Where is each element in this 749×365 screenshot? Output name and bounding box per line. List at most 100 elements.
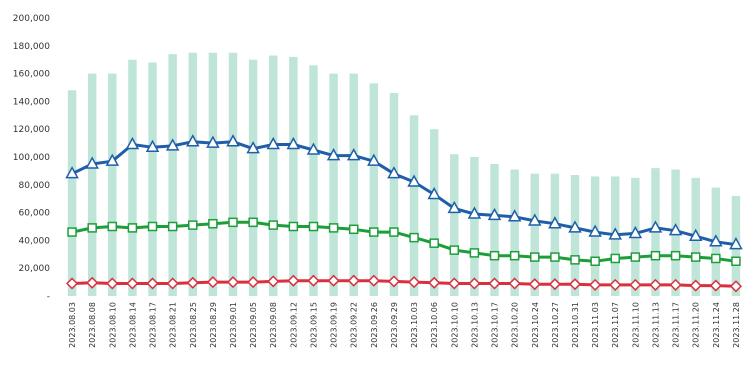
data-point bbox=[166, 277, 179, 290]
y-tick-label: 100,000 bbox=[13, 153, 50, 163]
data-point bbox=[527, 213, 542, 226]
bar bbox=[168, 54, 177, 296]
x-tick-label: 2023.11.07 bbox=[611, 302, 620, 348]
data-point bbox=[267, 275, 280, 288]
data-point bbox=[688, 228, 703, 241]
data-point bbox=[165, 138, 180, 151]
bar bbox=[329, 73, 338, 296]
bar bbox=[289, 56, 298, 296]
data-point bbox=[167, 221, 178, 232]
bar bbox=[570, 175, 580, 296]
data-point bbox=[248, 217, 258, 228]
x-tick-label: 2023.11.20 bbox=[692, 302, 701, 348]
x-tick-label: 2023.11.03 bbox=[591, 302, 600, 348]
data-point bbox=[407, 276, 421, 289]
bar bbox=[429, 129, 439, 296]
data-point bbox=[609, 278, 622, 291]
data-point bbox=[487, 207, 502, 221]
data-point bbox=[67, 227, 77, 237]
data-point bbox=[268, 220, 278, 230]
data-point bbox=[568, 220, 582, 233]
data-point bbox=[226, 276, 240, 289]
data-point bbox=[467, 206, 482, 219]
x-tick-label: 2023.11.13 bbox=[651, 302, 660, 348]
x-tick-label: 2023.08.17 bbox=[149, 302, 158, 348]
x-tick-label: 2023.11.24 bbox=[712, 302, 721, 348]
x-tick-label: 2023.08.10 bbox=[108, 302, 117, 348]
data-point bbox=[670, 250, 681, 261]
data-point bbox=[145, 139, 160, 153]
data-point bbox=[367, 153, 381, 166]
bar bbox=[409, 115, 419, 296]
data-point bbox=[287, 274, 300, 287]
x-tick-label: 2023.10.31 bbox=[571, 302, 580, 348]
bar bbox=[208, 52, 218, 296]
bar bbox=[490, 163, 499, 296]
y-tick-label: 160,000 bbox=[13, 70, 50, 80]
data-point bbox=[530, 252, 540, 262]
data-point bbox=[326, 148, 341, 161]
x-axis: 2023.08.03 2023.08.08 2023.08.10 2023.08.14… bbox=[68, 302, 741, 348]
data-point bbox=[630, 252, 641, 262]
data-point bbox=[306, 142, 321, 155]
bar bbox=[228, 52, 238, 296]
y-tick-label: 120,000 bbox=[13, 125, 50, 135]
x-tick-label: 2023.10.03 bbox=[410, 302, 419, 348]
data-point bbox=[507, 209, 522, 222]
data-point bbox=[508, 277, 521, 290]
data-point bbox=[389, 227, 399, 237]
data-point bbox=[449, 245, 460, 255]
bar bbox=[369, 83, 379, 296]
data-point bbox=[488, 277, 501, 290]
data-point bbox=[288, 221, 299, 232]
data-point bbox=[328, 223, 339, 233]
x-tick-label: 2023.08.03 bbox=[68, 302, 77, 348]
data-point bbox=[147, 221, 158, 232]
data-point bbox=[286, 136, 301, 150]
data-point bbox=[247, 276, 260, 289]
data-point bbox=[369, 227, 379, 237]
data-point bbox=[226, 134, 240, 147]
data-point bbox=[125, 136, 140, 150]
data-point bbox=[568, 278, 582, 291]
data-point bbox=[87, 223, 97, 233]
data-point bbox=[469, 248, 480, 258]
bar bbox=[550, 173, 560, 296]
data-point bbox=[407, 174, 421, 187]
y-tick-label: 180,000 bbox=[13, 42, 50, 52]
data-point bbox=[448, 277, 461, 290]
data-point bbox=[346, 148, 361, 161]
bar bbox=[470, 157, 479, 296]
bar bbox=[510, 169, 519, 296]
data-point bbox=[610, 253, 620, 264]
y-tick-label: 40,000 bbox=[19, 236, 51, 246]
data-point bbox=[669, 278, 682, 291]
bar bbox=[530, 173, 539, 296]
x-tick-label: 2023.08.21 bbox=[169, 302, 178, 348]
x-tick-label: 2023.10.17 bbox=[491, 302, 500, 348]
data-point bbox=[589, 278, 602, 291]
data-point bbox=[588, 224, 602, 237]
data-point bbox=[590, 256, 600, 266]
data-point bbox=[327, 274, 340, 287]
data-point bbox=[429, 238, 439, 248]
data-point bbox=[729, 280, 743, 293]
data-point bbox=[528, 278, 541, 291]
data-point bbox=[447, 200, 462, 214]
data-point bbox=[105, 153, 120, 166]
data-point bbox=[629, 278, 642, 291]
x-tick-label: 2023.10.20 bbox=[511, 302, 520, 348]
data-point bbox=[731, 256, 741, 266]
series-line bbox=[71, 140, 737, 247]
data-point bbox=[65, 166, 79, 179]
x-tick-label: 2023.09.05 bbox=[249, 302, 258, 348]
data-point bbox=[347, 274, 360, 287]
bar bbox=[309, 65, 318, 296]
bar bbox=[269, 55, 278, 296]
bar bbox=[87, 73, 97, 296]
data-point bbox=[409, 232, 419, 243]
data-point bbox=[648, 220, 663, 233]
x-tick-label: 2023.08.08 bbox=[88, 302, 97, 348]
